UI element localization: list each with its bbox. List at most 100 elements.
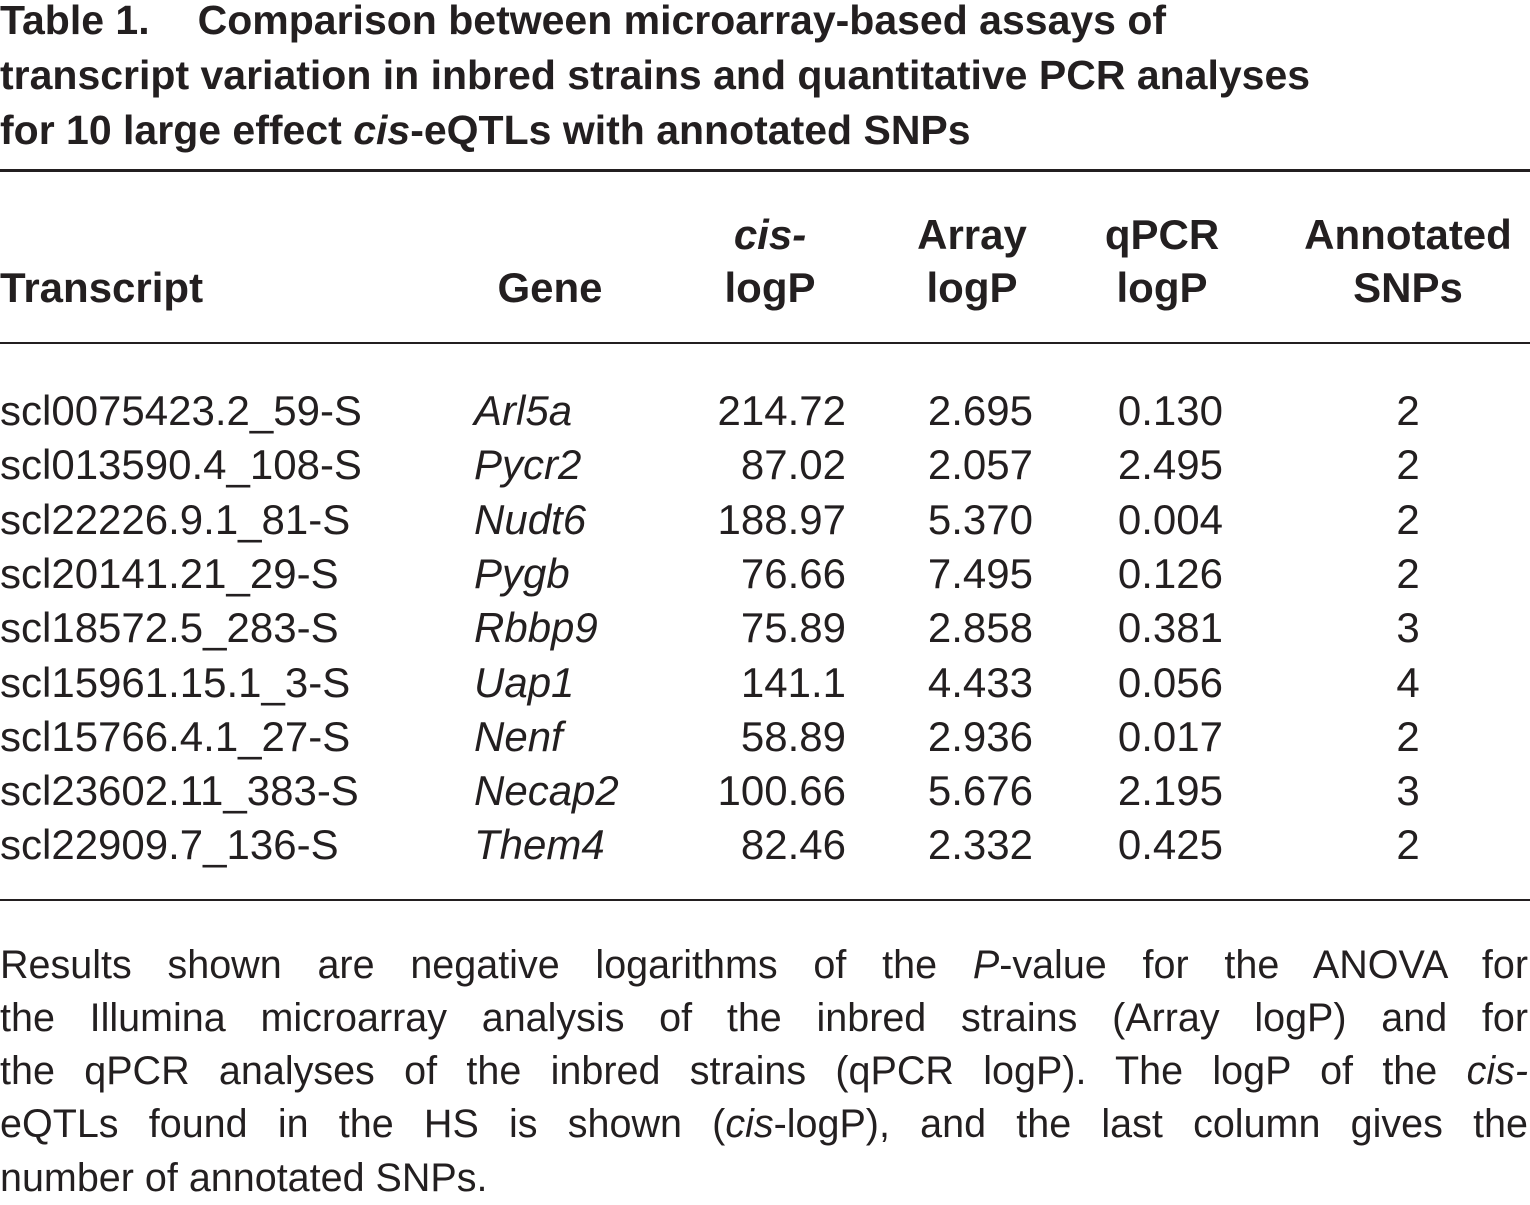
cell-text: 2.936 [927, 712, 1033, 760]
table-cell: 2.495 [623, 438, 1223, 492]
cell-text: Pygb [474, 549, 570, 597]
footnote-line: number of annotated SNPs. [0, 1152, 1528, 1205]
table-cell: 75.89 [246, 601, 846, 655]
cell-text: 0.017 [1117, 712, 1223, 760]
footnote-text: the Illumina microarray analysis of the … [0, 995, 1528, 1040]
table-cell: scl22226.9.1_81-S [0, 493, 350, 547]
column-header: qPCR [862, 208, 1462, 262]
cell-text: 82.46 [740, 821, 846, 869]
table-cell: Uap1 [474, 656, 574, 710]
table-cell: 87.02 [246, 438, 846, 492]
table-label: Table 1. [0, 0, 150, 43]
header-text: logP [724, 264, 816, 311]
cell-text: scl15766.4.1_27-S [0, 712, 351, 760]
table-cell: 2.332 [433, 818, 1033, 872]
cell-text: scl18572.5_283-S [0, 604, 339, 652]
table-cell: 2.695 [433, 384, 1033, 438]
header-rule [0, 342, 1530, 344]
cell-text: 0.130 [1117, 387, 1223, 434]
table-cell: 2.195 [623, 764, 1223, 818]
footnote-text: number of annotated SNPs. [0, 1155, 488, 1200]
bottom-rule [0, 899, 1530, 901]
cell-text: 58.89 [740, 712, 846, 760]
cell-text: 2.195 [1117, 767, 1223, 815]
table-cell: 2 [1108, 818, 1530, 872]
footnote-text: eQTLs found in the HS is shown ( [0, 1102, 726, 1147]
title-line: transcript variation in inbred strains a… [0, 48, 1310, 103]
column-header: cis- [470, 208, 1070, 262]
cell-text: 0.056 [1117, 658, 1223, 706]
cell-text: 3 [1396, 604, 1420, 652]
table-cell: 58.89 [246, 710, 846, 764]
cell-text: 2.057 [927, 441, 1033, 489]
header-text: logP [926, 264, 1018, 311]
title-text: for 10 large effect [0, 106, 354, 153]
column-header: logP [862, 261, 1462, 315]
table-cell: Pygb [474, 547, 570, 601]
footnote-text: cis [725, 1102, 774, 1147]
table-cell: 0.130 [623, 384, 1223, 438]
footnote-line: the qPCR analyses of the inbred strains … [0, 1045, 1528, 1098]
table-cell: Them4 [474, 818, 605, 872]
header-text: cis- [733, 211, 807, 258]
cell-text: 188.97 [717, 495, 846, 543]
cell-text: 100.66 [717, 767, 846, 815]
cell-text: Rbbp9 [474, 604, 598, 652]
footnote-line: the Illumina microarray analysis of the … [0, 992, 1528, 1045]
table-cell: scl0075423.2_59-S [0, 384, 362, 438]
cell-text: 2 [1396, 549, 1420, 597]
cell-text: 4 [1396, 658, 1420, 706]
table-cell: scl23602.11_383-S [0, 764, 359, 818]
table-cell: 0.056 [623, 656, 1223, 710]
cell-text: 75.89 [740, 604, 846, 652]
table-cell: 2 [1108, 547, 1530, 601]
cell-text: Nenf [474, 712, 563, 760]
table-cell: 4 [1108, 656, 1530, 710]
column-header: Gene [250, 261, 850, 315]
header-text: logP [1116, 264, 1208, 311]
cell-text: scl0075423.2_59-S [0, 387, 362, 434]
table-cell: 2.936 [433, 710, 1033, 764]
cell-text: 7.495 [927, 549, 1033, 597]
table-cell: scl22909.7_136-S [0, 818, 339, 872]
cell-text: 0.126 [1117, 549, 1223, 597]
table-cell: 3 [1108, 601, 1530, 655]
footnote-text: the qPCR analyses of the inbred strains … [0, 1049, 1467, 1094]
cell-text: 3 [1396, 767, 1420, 815]
cell-text: Necap2 [474, 767, 619, 815]
cell-text: 0.004 [1117, 495, 1223, 543]
footnote-text: -value for the ANOVA for [999, 942, 1528, 987]
table-cell: 3 [1108, 764, 1530, 818]
table-cell: Nenf [474, 710, 563, 764]
top-rule [0, 169, 1530, 172]
cell-text: 2 [1396, 712, 1420, 760]
cell-text: scl23602.11_383-S [0, 767, 359, 815]
cell-text: 2.332 [927, 821, 1033, 869]
cell-text: 2 [1396, 441, 1420, 489]
cell-text: scl20141.21_29-S [0, 549, 339, 597]
cell-text: scl15961.15.1_3-S [0, 658, 351, 706]
table-cell: 2 [1108, 438, 1530, 492]
title-text: -eQTLs with annotated SNPs [410, 106, 971, 153]
cell-text: Uap1 [474, 658, 575, 706]
table-cell: 0.381 [623, 601, 1223, 655]
table-cell: 188.97 [246, 493, 846, 547]
cell-text: 5.370 [927, 495, 1033, 543]
table-cell: 5.370 [433, 493, 1033, 547]
column-header: logP [470, 261, 1070, 315]
table-cell: scl013590.4_108-S [0, 438, 362, 492]
table-cell: Necap2 [474, 764, 619, 818]
column-header: Annotated [1108, 208, 1530, 262]
cell-text: 2 [1396, 495, 1420, 543]
cell-text: scl013590.4_108-S [0, 441, 362, 489]
cell-text: 141.1 [740, 658, 846, 706]
column-header: Transcript [0, 261, 203, 315]
table-cell: scl18572.5_283-S [0, 601, 339, 655]
cell-text: Nudt6 [474, 495, 587, 543]
footnote-text: cis- [1466, 1049, 1528, 1094]
cell-text: 0.381 [1117, 604, 1223, 652]
table-cell: 214.72 [246, 384, 846, 438]
table-cell: Pycr2 [474, 438, 581, 492]
cell-text: 2 [1396, 387, 1420, 434]
